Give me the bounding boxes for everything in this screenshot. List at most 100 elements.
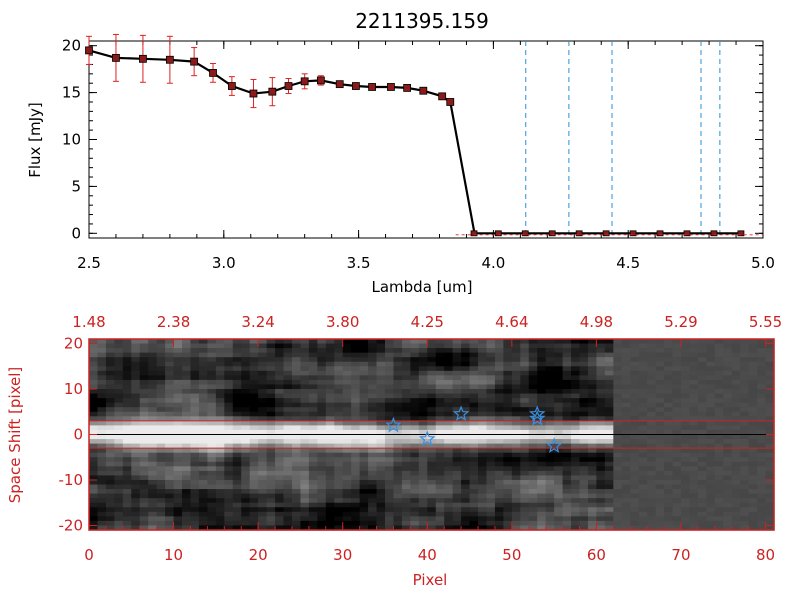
heatmap-cell (351, 348, 361, 354)
heatmap-cell (215, 498, 225, 504)
heatmap-cell (105, 448, 115, 454)
heatmap-cell (486, 457, 496, 463)
heatmap-cell (198, 425, 208, 431)
heatmap-cell (731, 402, 741, 408)
heatmap-cell (740, 457, 750, 463)
heatmap-cell (621, 398, 631, 404)
heatmap-cell (334, 439, 344, 445)
heatmap-cell (680, 375, 691, 381)
heatmap-cell (139, 429, 149, 436)
heatmap-cell (461, 339, 471, 345)
heatmap-cell (469, 420, 479, 427)
heatmap-cell (714, 457, 724, 463)
heatmap-cell (148, 525, 158, 531)
heatmap-cell (351, 393, 361, 399)
heatmap-cell (680, 502, 691, 508)
heatmap-cell (706, 452, 716, 458)
heatmap-cell (647, 429, 657, 436)
heatmap-cell (469, 402, 479, 408)
heatmap-cell (351, 379, 361, 386)
heatmap-cell (258, 352, 268, 358)
heatmap-cell (283, 507, 293, 513)
heatmap-cell (401, 434, 411, 440)
heatmap-cell (613, 352, 623, 358)
heatmap-cell (182, 370, 192, 376)
heatmap-cell (190, 493, 200, 499)
heatmap-cell (478, 457, 488, 463)
heatmap-cell (418, 379, 428, 386)
heatmap-cell (342, 398, 352, 404)
heatmap-cell (241, 439, 251, 445)
heatmap-cell (325, 407, 335, 413)
heatmap-cell (444, 439, 454, 445)
heatmap-cell (452, 502, 462, 508)
heatmap-cell (579, 425, 589, 431)
heatmap-cell (122, 507, 132, 513)
heatmap-cell (401, 361, 411, 367)
heatmap-cell (139, 507, 149, 513)
heatmap-cell (275, 402, 285, 408)
heatmap-cell (410, 502, 420, 508)
heatmap-cell (740, 498, 750, 504)
heatmap-cell (697, 457, 707, 463)
heatmap-cell (232, 448, 242, 454)
heatmap-cell (478, 398, 488, 404)
heatmap-cell (765, 357, 775, 363)
heatmap-cell (89, 525, 99, 531)
heatmap-cell (148, 434, 158, 440)
heatmap-cell (503, 348, 513, 354)
heatmap-cell (494, 520, 504, 527)
heatmap-cell (224, 352, 234, 358)
heatmap-cell (647, 466, 657, 472)
heatmap-cell (165, 448, 175, 454)
heatmap-cell (308, 420, 318, 427)
heatmap-cell (266, 379, 276, 386)
heatmap-cell (655, 470, 665, 477)
heatmap-cell (604, 479, 614, 486)
heatmap-cell (283, 434, 293, 440)
heatmap-cell (224, 366, 234, 372)
heatmap-cell (757, 498, 767, 504)
heatmap-cell (469, 525, 479, 531)
heatmap-cell (757, 339, 767, 345)
heatmap-cell (376, 507, 386, 513)
heatmap-cell (621, 498, 631, 504)
heatmap-cell (182, 384, 192, 390)
heatmap-cell (664, 398, 674, 404)
heatmap-cell (672, 507, 682, 513)
heatmap-cell (393, 348, 403, 354)
heatmap-cell (401, 407, 411, 413)
heatmap-cell (308, 429, 318, 436)
top-axis-tick-label-0: 1.48 (72, 313, 105, 331)
heatmap-cell (520, 357, 530, 363)
heatmap-cell (291, 498, 302, 504)
heatmap-cell (283, 348, 293, 354)
heatmap-cell (182, 407, 192, 413)
heatmap-cell (342, 393, 352, 399)
heatmap-cell (587, 489, 598, 495)
heatmap-cell (672, 457, 682, 463)
heatmap-cell (351, 361, 361, 367)
heatmap-cell (494, 507, 504, 513)
heatmap-cell (655, 398, 665, 404)
heatmap-cell (444, 461, 454, 467)
heatmap-cell (224, 498, 234, 504)
heatmap-cell (706, 520, 716, 527)
heatmap-cell (249, 507, 259, 513)
heatmap-cell (105, 498, 115, 504)
heatmap-cell (503, 352, 513, 358)
flux-point-11 (316, 76, 325, 85)
heatmap-cell (376, 402, 386, 408)
heatmap-cell (697, 507, 707, 513)
heatmap-cell (469, 407, 479, 413)
heatmap-cell (528, 452, 538, 458)
heatmap-cell (139, 420, 149, 427)
heatmap-cell (368, 393, 378, 399)
heatmap-cell (520, 461, 530, 467)
heatmap-cell (689, 366, 699, 372)
heatmap-cell (452, 379, 462, 386)
bottom-x-tick-label-6: 60 (587, 546, 606, 564)
heatmap-cell (452, 384, 462, 390)
heatmap-cell (511, 448, 521, 454)
heatmap-cell (300, 502, 310, 508)
